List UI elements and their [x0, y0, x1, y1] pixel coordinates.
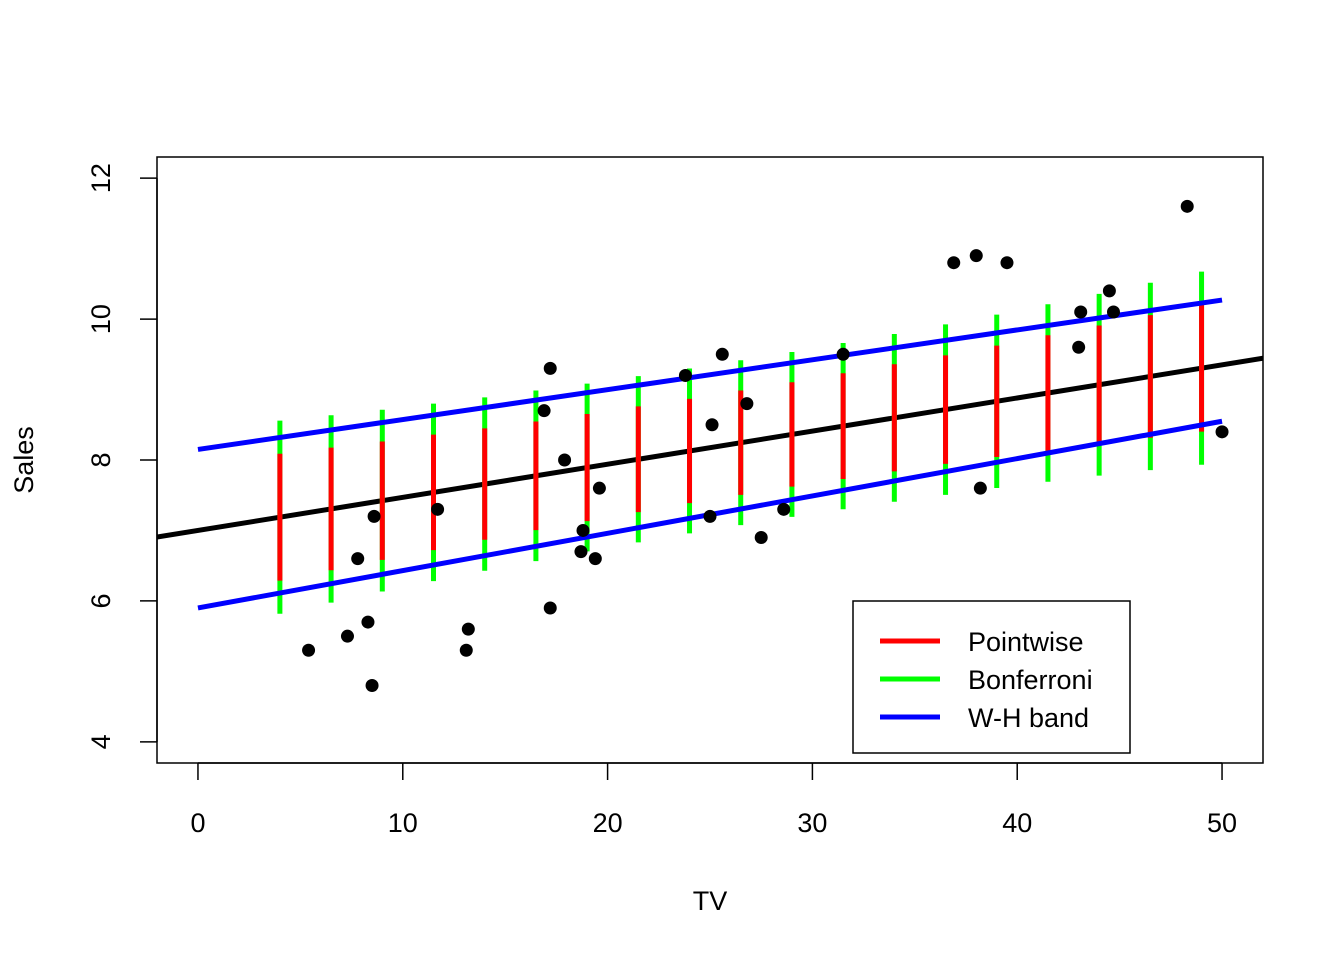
x-axis-label: TV — [693, 886, 728, 916]
data-point — [558, 453, 572, 467]
data-point — [537, 404, 551, 418]
wh-band-upper — [197, 297, 1223, 452]
data-point — [969, 249, 983, 263]
data-point — [715, 347, 729, 361]
x-tick-label: 30 — [797, 808, 827, 838]
x-tick-label: 40 — [1002, 808, 1032, 838]
data-point — [740, 397, 754, 411]
data-point — [351, 552, 365, 566]
data-point — [431, 502, 445, 516]
data-point — [703, 509, 717, 523]
x-tick-label: 10 — [388, 808, 418, 838]
legend-label: Pointwise — [968, 627, 1084, 657]
x-axis: 0 10 20 30 40 50 — [190, 762, 1237, 838]
data-point — [836, 347, 850, 361]
fit-line — [157, 355, 1263, 540]
legend: Pointwise Bonferroni W-H band — [852, 600, 1131, 754]
data-point — [705, 418, 719, 432]
data-point — [574, 545, 588, 559]
y-tick-label: 8 — [86, 452, 116, 467]
pointwise-layer — [277, 304, 1205, 581]
data-point — [1180, 199, 1194, 213]
y-tick-label: 6 — [86, 593, 116, 608]
data-point — [1215, 425, 1229, 439]
data-point — [1106, 305, 1120, 319]
data-points-layer — [302, 199, 1229, 692]
legend-label: W-H band — [968, 703, 1089, 733]
x-tick-label: 50 — [1207, 808, 1237, 838]
data-point — [340, 629, 354, 643]
data-point — [459, 643, 473, 657]
legend-label: Bonferroni — [968, 665, 1093, 695]
y-axis-label: Sales — [9, 426, 39, 494]
data-point — [543, 601, 557, 615]
data-point — [1074, 305, 1088, 319]
data-point — [576, 523, 590, 537]
data-point — [754, 531, 768, 545]
x-tick-label: 20 — [593, 808, 623, 838]
y-axis: 4 6 8 10 12 — [86, 163, 158, 749]
data-point — [592, 481, 606, 495]
data-point — [543, 361, 557, 375]
wh-band-layer — [197, 297, 1223, 611]
data-point — [1072, 340, 1086, 354]
plot-region — [157, 199, 1263, 692]
data-point — [1000, 256, 1014, 270]
fit-line-layer — [157, 355, 1263, 540]
data-point — [302, 643, 316, 657]
data-point — [365, 678, 379, 692]
x-tick-label: 0 — [190, 808, 205, 838]
data-point — [973, 481, 987, 495]
data-point — [947, 256, 961, 270]
y-tick-label: 12 — [86, 163, 116, 193]
data-point — [588, 552, 602, 566]
y-tick-label: 10 — [86, 304, 116, 334]
data-point — [367, 509, 381, 523]
data-point — [1102, 284, 1116, 298]
data-point — [777, 502, 791, 516]
y-tick-label: 4 — [86, 734, 116, 749]
data-point — [361, 615, 375, 629]
data-point — [678, 368, 692, 382]
data-point — [461, 622, 475, 636]
